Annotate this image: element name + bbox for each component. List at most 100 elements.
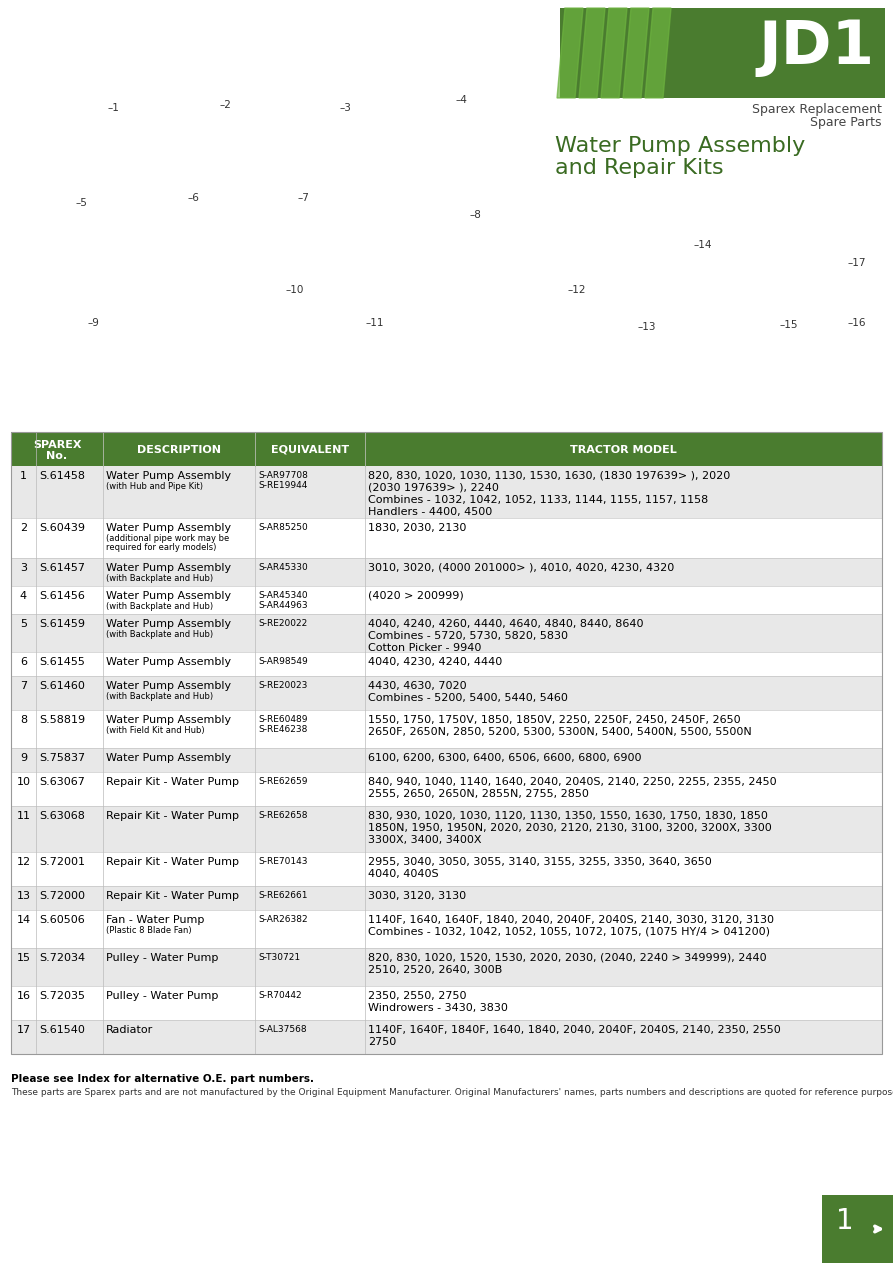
Text: 2510, 2520, 2640, 300B: 2510, 2520, 2640, 300B [368,965,502,975]
Text: 1: 1 [836,1207,854,1235]
Text: Windrowers - 3430, 3830: Windrowers - 3430, 3830 [368,1003,508,1013]
Text: Please see Index for alternative O.E. part numbers.: Please see Index for alternative O.E. pa… [11,1074,314,1084]
Text: –15: –15 [780,320,798,330]
Text: SPAREX: SPAREX [33,440,81,450]
Text: (2030 197639> ), 2240: (2030 197639> ), 2240 [368,482,499,493]
Text: S-AR85250: S-AR85250 [258,523,308,532]
Text: –9: –9 [88,318,100,328]
Bar [11,772,882,806]
Text: 14: 14 [16,914,30,925]
Text: No.: No. [46,451,68,461]
Text: Pulley - Water Pump: Pulley - Water Pump [106,991,219,1002]
Text: 11: 11 [16,811,30,821]
Text: 6: 6 [20,657,27,667]
Text: Sparex Replacement: Sparex Replacement [752,104,882,116]
Text: TRACTOR MODEL: TRACTOR MODEL [570,445,677,455]
Polygon shape [645,8,671,99]
Text: 820, 830, 1020, 1030, 1130, 1530, 1630, (1830 197639> ), 2020: 820, 830, 1020, 1030, 1130, 1530, 1630, … [368,471,730,481]
Text: S.61459: S.61459 [39,619,85,629]
Text: 7: 7 [20,681,27,691]
Bar [11,1021,882,1055]
Text: (with Backplate and Hub): (with Backplate and Hub) [106,573,213,584]
Text: S-RE62659: S-RE62659 [258,777,307,786]
Bar [11,558,882,586]
Bar [822,1195,893,1263]
Text: required for early models): required for early models) [106,543,216,552]
Text: and Repair Kits: and Repair Kits [555,158,723,178]
Text: S.72000: S.72000 [39,890,85,901]
Polygon shape [579,8,605,99]
Text: 6100, 6200, 6300, 6400, 6506, 6600, 6800, 6900: 6100, 6200, 6300, 6400, 6506, 6600, 6800… [368,753,641,763]
Text: 1850N, 1950, 1950N, 2020, 2030, 2120, 2130, 3100, 3200, 3200X, 3300: 1850N, 1950, 1950N, 2020, 2030, 2120, 21… [368,823,772,834]
Polygon shape [601,8,627,99]
Text: –3: –3 [340,104,352,112]
Bar [11,710,882,748]
Bar [11,432,882,466]
Text: –11: –11 [365,318,383,328]
Text: S.58819: S.58819 [39,715,85,725]
Text: S.61456: S.61456 [39,591,85,601]
Bar [560,8,885,99]
Text: S.61458: S.61458 [39,471,85,481]
Text: 4040, 4240, 4260, 4440, 4640, 4840, 8440, 8640: 4040, 4240, 4260, 4440, 4640, 4840, 8440… [368,619,644,629]
Text: Water Pump Assembly: Water Pump Assembly [106,591,231,601]
Text: S.60439: S.60439 [39,523,85,533]
Text: 3: 3 [20,563,27,573]
Text: Water Pump Assembly: Water Pump Assembly [106,657,231,667]
Text: 4040, 4230, 4240, 4440: 4040, 4230, 4240, 4440 [368,657,502,667]
Text: 820, 830, 1020, 1520, 1530, 2020, 2030, (2040, 2240 > 349999), 2440: 820, 830, 1020, 1520, 1530, 2020, 2030, … [368,954,766,962]
Text: Water Pump Assembly: Water Pump Assembly [106,753,231,763]
Text: (with Backplate and Hub): (with Backplate and Hub) [106,692,213,701]
Polygon shape [623,8,649,99]
Text: S-AR45340: S-AR45340 [258,591,307,600]
Text: Repair Kit - Water Pump: Repair Kit - Water Pump [106,858,239,866]
Polygon shape [557,8,583,99]
Text: (with Hub and Pipe Kit): (with Hub and Pipe Kit) [106,482,203,491]
Text: 10: 10 [16,777,30,787]
Text: –14: –14 [693,240,712,250]
Text: S-AR97708: S-AR97708 [258,471,308,480]
Text: Combines - 1032, 1042, 1052, 1133, 1144, 1155, 1157, 1158: Combines - 1032, 1042, 1052, 1133, 1144,… [368,495,708,505]
Text: Radiator: Radiator [106,1026,154,1034]
Text: –10: –10 [285,285,304,296]
Text: Combines - 1032, 1042, 1052, 1055, 1072, 1075, (1075 HY/4 > 041200): Combines - 1032, 1042, 1052, 1055, 1072,… [368,927,770,937]
Text: 4040, 4040S: 4040, 4040S [368,869,438,879]
Text: Water Pump Assembly: Water Pump Assembly [106,563,231,573]
Text: Cotton Picker - 9940: Cotton Picker - 9940 [368,643,481,653]
Text: S.63067: S.63067 [39,777,85,787]
Text: S-R70442: S-R70442 [258,991,302,1000]
Bar [11,949,882,986]
Text: Water Pump Assembly: Water Pump Assembly [106,471,231,481]
Text: 2955, 3040, 3050, 3055, 3140, 3155, 3255, 3350, 3640, 3650: 2955, 3040, 3050, 3055, 3140, 3155, 3255… [368,858,712,866]
Text: 840, 940, 1040, 1140, 1640, 2040, 2040S, 2140, 2250, 2255, 2355, 2450: 840, 940, 1040, 1140, 1640, 2040, 2040S,… [368,777,777,787]
Text: S-RE70143: S-RE70143 [258,858,307,866]
Text: S.72001: S.72001 [39,858,85,866]
Text: Water Pump Assembly: Water Pump Assembly [106,523,231,533]
Text: S-T30721: S-T30721 [258,954,300,962]
Text: S-RE19944: S-RE19944 [258,481,307,490]
Text: 1830, 2030, 2130: 1830, 2030, 2130 [368,523,466,533]
Text: 2750: 2750 [368,1037,396,1047]
Text: S.60506: S.60506 [39,914,85,925]
Text: –6: –6 [188,193,200,203]
Text: –16: –16 [848,318,866,328]
Text: Handlers - 4400, 4500: Handlers - 4400, 4500 [368,506,492,517]
Text: Water Pump Assembly: Water Pump Assembly [555,136,805,157]
Text: 13: 13 [16,890,30,901]
Text: 3030, 3120, 3130: 3030, 3120, 3130 [368,890,466,901]
Bar [11,853,882,887]
Bar [11,911,882,949]
Text: 830, 930, 1020, 1030, 1120, 1130, 1350, 1550, 1630, 1750, 1830, 1850: 830, 930, 1020, 1030, 1120, 1130, 1350, … [368,811,768,821]
Text: 3300X, 3400, 3400X: 3300X, 3400, 3400X [368,835,481,845]
Text: (Plastic 8 Blade Fan): (Plastic 8 Blade Fan) [106,926,192,935]
Text: (with Backplate and Hub): (with Backplate and Hub) [106,630,213,639]
Text: 2650F, 2650N, 2850, 5200, 5300, 5300N, 5400, 5400N, 5500, 5500N: 2650F, 2650N, 2850, 5200, 5300, 5300N, 5… [368,727,752,738]
Text: –12: –12 [568,285,587,296]
Text: 3010, 3020, (4000 201000> ), 4010, 4020, 4230, 4320: 3010, 3020, (4000 201000> ), 4010, 4020,… [368,563,674,573]
Text: –7: –7 [298,193,310,203]
Bar [11,748,882,772]
Text: 1140F, 1640, 1640F, 1840, 2040, 2040F, 2040S, 2140, 3030, 3120, 3130: 1140F, 1640, 1640F, 1840, 2040, 2040F, 2… [368,914,774,925]
Text: S-RE20022: S-RE20022 [258,619,307,628]
Text: S-AR45330: S-AR45330 [258,563,308,572]
Text: –17: –17 [848,258,866,268]
